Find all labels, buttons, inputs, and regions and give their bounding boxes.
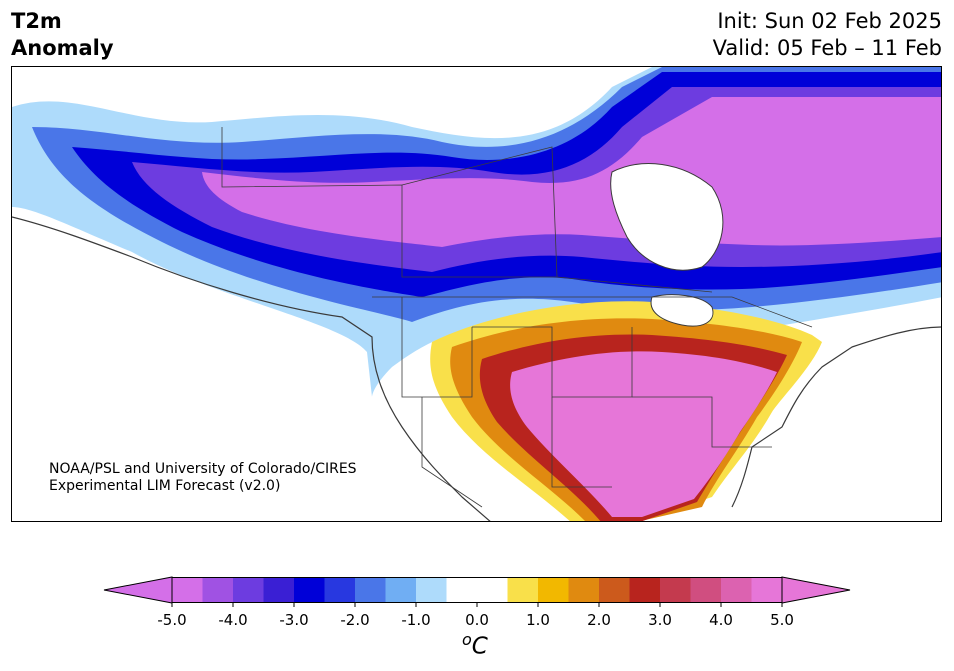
colorbar-swatch bbox=[721, 577, 752, 603]
colorbar-swatch bbox=[202, 577, 234, 603]
colorbar-tick-label: 0.0 bbox=[465, 611, 489, 629]
colorbar-swatch bbox=[324, 577, 356, 603]
credit-text: NOAA/PSL and University of Colorado/CIRE… bbox=[49, 461, 357, 495]
colorbar-swatch bbox=[690, 577, 722, 603]
colorbar-swatch bbox=[294, 577, 325, 603]
colorbar-swatch bbox=[172, 577, 203, 603]
colorbar-swatch bbox=[660, 577, 691, 603]
colorbar-swatch bbox=[385, 577, 417, 603]
colorbar bbox=[103, 576, 851, 607]
colorbar-swatch bbox=[416, 577, 447, 603]
unit-label: oC bbox=[462, 630, 488, 660]
colorbar-tick-label: 3.0 bbox=[648, 611, 672, 629]
credit-line-2: Experimental LIM Forecast (v2.0) bbox=[49, 478, 281, 494]
colorbar-swatch bbox=[538, 577, 569, 603]
cold-anomaly-peak bbox=[202, 97, 941, 247]
title-line-1: T2m bbox=[11, 9, 62, 33]
valid-date: Valid: 05 Feb – 11 Feb bbox=[712, 36, 942, 60]
warm-anomaly-magenta bbox=[510, 351, 777, 517]
map-title: T2m Anomaly bbox=[11, 8, 114, 62]
colorbar-swatch bbox=[233, 577, 264, 603]
colorbar-border bbox=[171, 577, 783, 603]
colorbar-swatch bbox=[263, 577, 295, 603]
colorbar-tick-label: 2.0 bbox=[587, 611, 611, 629]
colorbar-tick-label: 1.0 bbox=[526, 611, 550, 629]
forecast-dates: Init: Sun 02 Feb 2025 Valid: 05 Feb – 11… bbox=[713, 8, 942, 62]
coastline bbox=[12, 216, 941, 521]
colorbar-swatch bbox=[751, 577, 783, 603]
colorbar-tick-label: -4.0 bbox=[218, 611, 248, 629]
political-borders bbox=[221, 127, 813, 508]
colorbar-extend-high bbox=[781, 576, 851, 604]
colorbar-tick-label: -1.0 bbox=[401, 611, 431, 629]
colorbar-swatch bbox=[446, 577, 478, 603]
hudson-bay bbox=[610, 163, 724, 271]
colorbar-swatch bbox=[599, 577, 630, 603]
init-date: Init: Sun 02 Feb 2025 bbox=[717, 9, 942, 33]
colorbar-swatch bbox=[355, 577, 386, 603]
colorbar-extend-low bbox=[103, 576, 173, 604]
colorbar-tick-label: -2.0 bbox=[340, 611, 370, 629]
colorbar-swatch bbox=[477, 577, 508, 603]
title-line-2: Anomaly bbox=[11, 36, 114, 60]
credit-line-1: NOAA/PSL and University of Colorado/CIRE… bbox=[49, 461, 357, 477]
colorbar-tick-label: 5.0 bbox=[770, 611, 794, 629]
unit-main: C bbox=[471, 633, 488, 660]
colorbar-swatch bbox=[507, 577, 539, 603]
colorbar-swatch bbox=[629, 577, 661, 603]
colorbar-tick-label: 4.0 bbox=[709, 611, 733, 629]
unit-prefix: o bbox=[462, 630, 472, 649]
anomaly-map-canvas bbox=[12, 67, 941, 521]
colorbar-swatch bbox=[568, 577, 600, 603]
anomaly-map bbox=[11, 66, 942, 522]
colorbar-tick-label: -5.0 bbox=[157, 611, 187, 629]
colorbar-tick-label: -3.0 bbox=[279, 611, 309, 629]
great-lakes bbox=[650, 294, 714, 327]
